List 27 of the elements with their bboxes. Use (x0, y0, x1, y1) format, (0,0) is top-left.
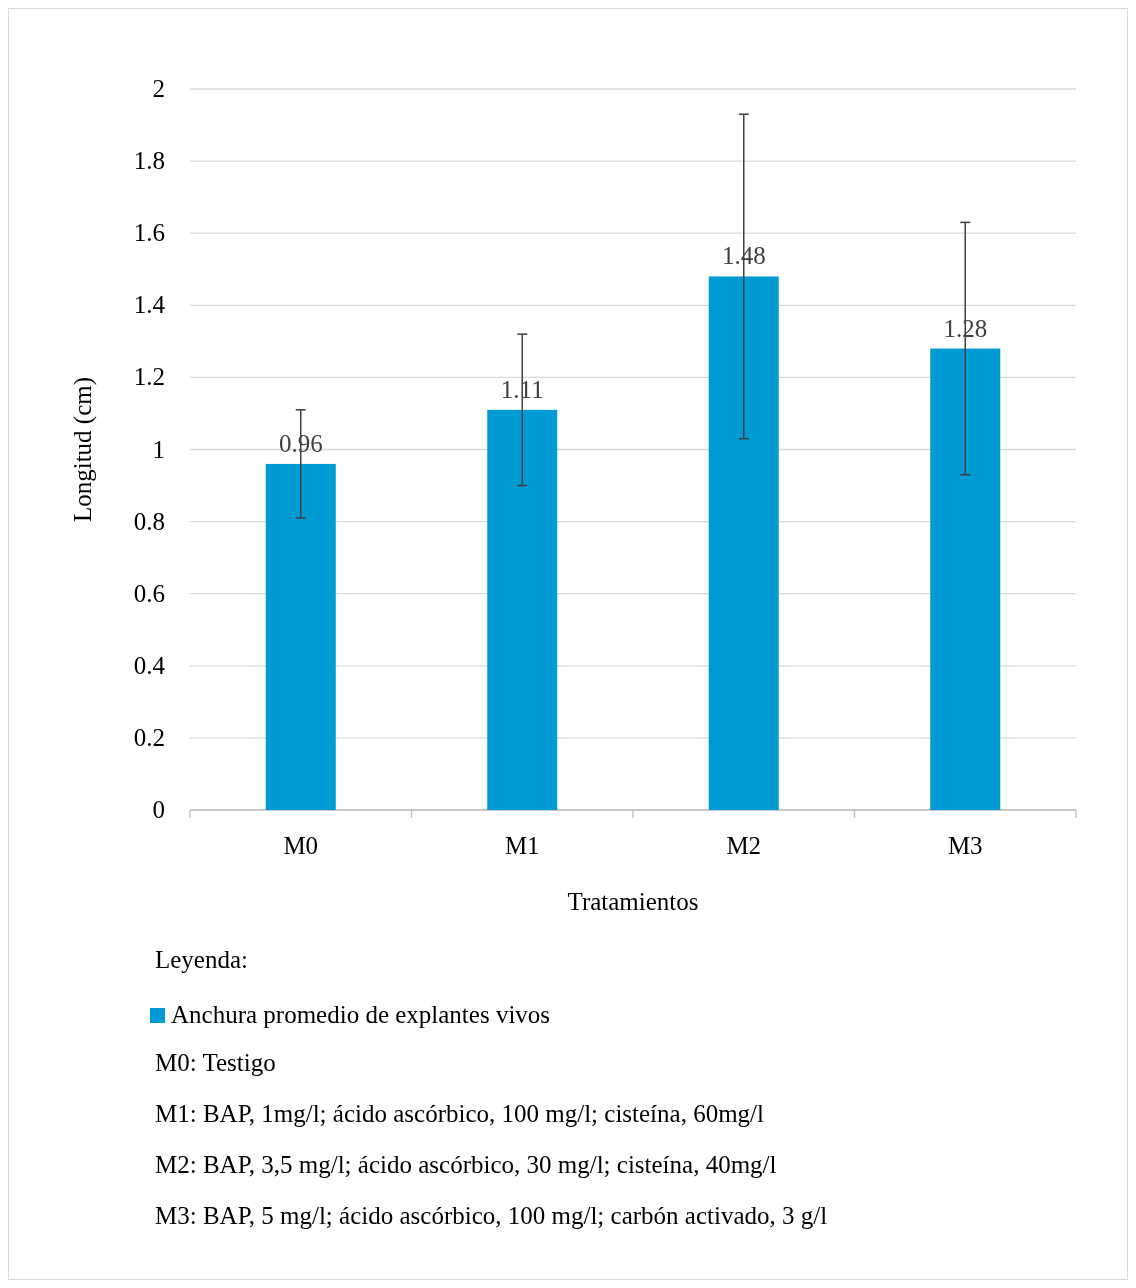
y-tick-label: 1.8 (133, 147, 165, 175)
text: M2: BAP, 3,5 mg/l; ácido ascórbico, 30 mg/l; cisteína, 40mg/l (155, 1151, 777, 1178)
bar (265, 463, 336, 810)
bar (930, 348, 1001, 810)
y-tick-label: 1.6 (133, 219, 165, 247)
text: M3: BAP, 5 mg/l; ácido ascórbico, 100 mg/l; carbón activado, 3 g/l (155, 1202, 828, 1229)
y-axis-title: Longitud (cm) (69, 376, 97, 523)
y-tick-label: 0.8 (133, 507, 165, 535)
bar (708, 276, 779, 810)
x-axis-title: Tratamientos (567, 888, 699, 915)
y-tick-label: 0.6 (133, 579, 165, 607)
legend-title: Leyenda: (155, 946, 249, 973)
x-tick-label: M2 (726, 832, 762, 859)
y-tick-label: 0 (152, 796, 165, 823)
text: M0: Testigo (155, 1049, 276, 1076)
y-tick-label: 0.2 (133, 723, 165, 751)
x-tick-label: M1 (504, 832, 540, 859)
y-tick-label: 1.2 (133, 363, 165, 391)
bar (487, 409, 558, 810)
x-tick-label: M3 (947, 832, 983, 859)
y-tick-label: 1.4 (133, 291, 166, 319)
y-tick-label: 1 (152, 435, 165, 463)
y-tick-label: 0.4 (133, 651, 166, 679)
x-tick-label: M0 (283, 832, 319, 859)
legend-label: Anchura promedio de explantes vivos (171, 1001, 551, 1028)
y-tick-label: 2 (152, 75, 165, 102)
text: M1: BAP, 1mg/l; ácido ascórbico, 100 mg/l; cisteína, 60mg/l (155, 1100, 765, 1127)
